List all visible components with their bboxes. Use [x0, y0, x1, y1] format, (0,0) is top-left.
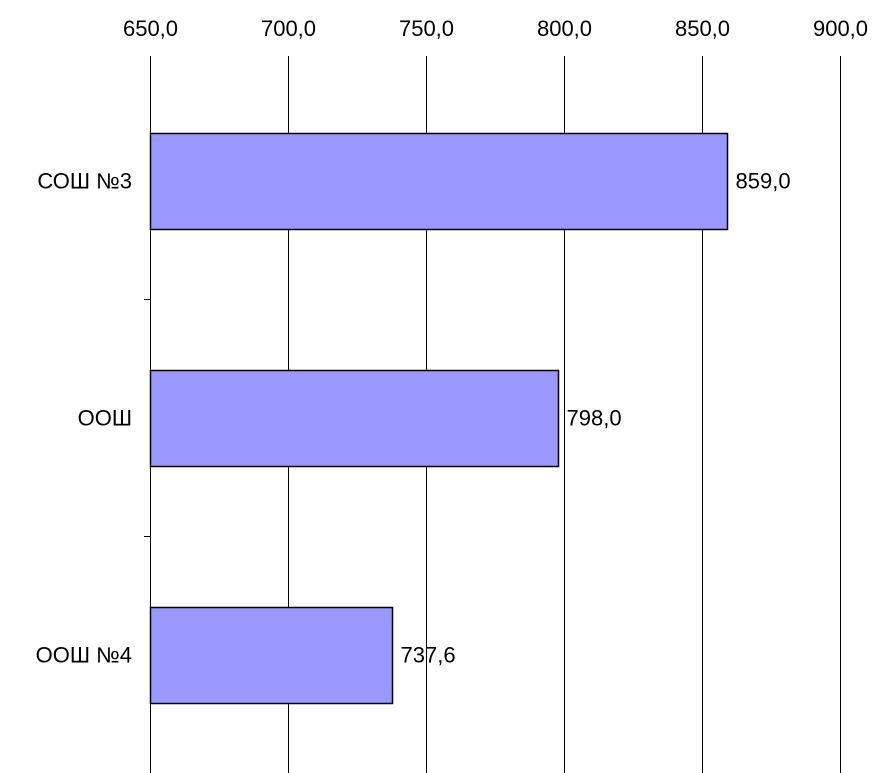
- bar: [149, 606, 394, 705]
- category-label: СОШ №3: [37, 169, 132, 194]
- x-tick-label: 800,0: [537, 16, 592, 41]
- bar: [149, 132, 729, 231]
- data-label: 859,0: [736, 169, 791, 194]
- x-tick-label: 850,0: [675, 16, 730, 41]
- data-labels: 859,0 798,0 737,6: [401, 169, 791, 668]
- x-tick-label: 750,0: [399, 16, 454, 41]
- bar: [149, 369, 560, 468]
- category-labels: СОШ №3 ООШ ООШ №4: [36, 169, 132, 668]
- data-label: 737,6: [401, 643, 456, 668]
- x-tick-labels: 650,0 700,0 750,0 800,0 850,0 900,0: [123, 16, 868, 41]
- category-label: ООШ №4: [36, 643, 132, 668]
- category-label: ООШ: [78, 406, 132, 431]
- bars: [149, 132, 729, 705]
- data-label: 798,0: [567, 406, 622, 431]
- x-tick-label: 900,0: [813, 16, 868, 41]
- x-tick-label: 700,0: [261, 16, 316, 41]
- x-tick-label: 650,0: [123, 16, 178, 41]
